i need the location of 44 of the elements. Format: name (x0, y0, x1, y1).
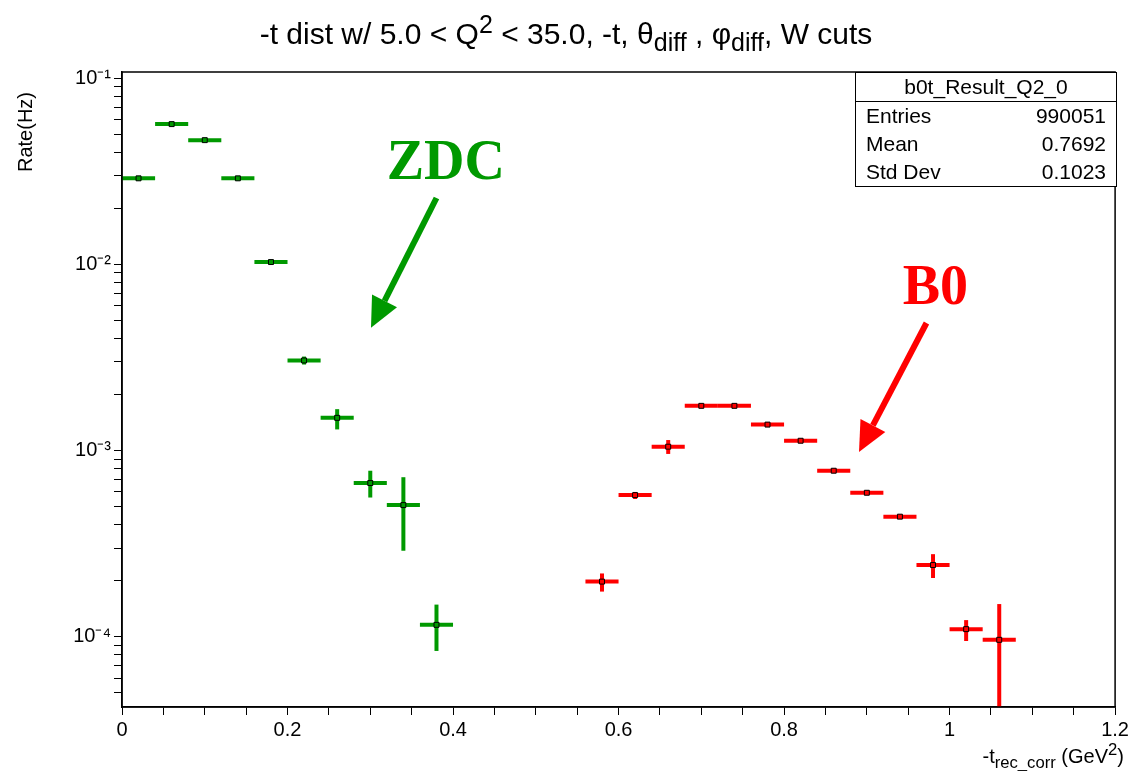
y-tick-label: 10⁻¹ (75, 65, 112, 88)
point (135, 175, 142, 182)
point (698, 402, 705, 409)
annotation: 990051 (1035, 104, 1106, 128)
point (896, 513, 903, 520)
y-axis-title: Rate(Hz) (14, 91, 37, 172)
legend-label: B0 (902, 253, 969, 316)
annotation: 0.7692 (1041, 132, 1106, 156)
x-tick-label: 1 (944, 717, 956, 740)
point (930, 562, 937, 569)
x-tick-label: 0.6 (604, 717, 633, 740)
y-tick-label: 10⁻⁴ (73, 624, 111, 647)
point (234, 175, 241, 182)
x-tick-label: 0.4 (439, 717, 467, 740)
point (797, 437, 804, 444)
point (665, 443, 672, 450)
point (400, 502, 407, 509)
x-axis-title: -t$_{rec_corr}$ (GeV$^{2}$) (982, 740, 1124, 771)
point (863, 489, 870, 496)
point (731, 402, 738, 409)
x-tick-label: 1.2 (1101, 717, 1129, 740)
point (367, 480, 374, 486)
point (267, 259, 274, 266)
annotation: Std Dev (866, 160, 941, 184)
annotation: 0.1023 (1041, 160, 1106, 184)
annotation: Entries (866, 104, 932, 128)
point (201, 137, 208, 144)
point (764, 421, 771, 428)
point (334, 414, 341, 421)
annotation: b0t_Result_Q2_0 (856, 73, 1116, 102)
x-tick-label: 0.8 (770, 717, 798, 740)
point (168, 121, 175, 128)
y-tick-label: 10⁻² (75, 251, 112, 274)
chart-title: -t dist w/ 5.0 < Q$^{2}$ < 35.0, -t, θ$_{diff}$ , φ$_{diff}$, W cuts (258, 10, 874, 57)
point (433, 621, 440, 628)
point (830, 467, 837, 474)
point (963, 626, 970, 633)
x-tick-label: 0.2 (273, 717, 302, 740)
annotation: Mean (866, 132, 919, 156)
point (996, 636, 1003, 643)
text: ZDC (386, 129, 505, 192)
point (599, 578, 605, 585)
x-tick-label: 0 (116, 717, 128, 740)
y-tick-label: 10⁻³ (75, 438, 112, 461)
